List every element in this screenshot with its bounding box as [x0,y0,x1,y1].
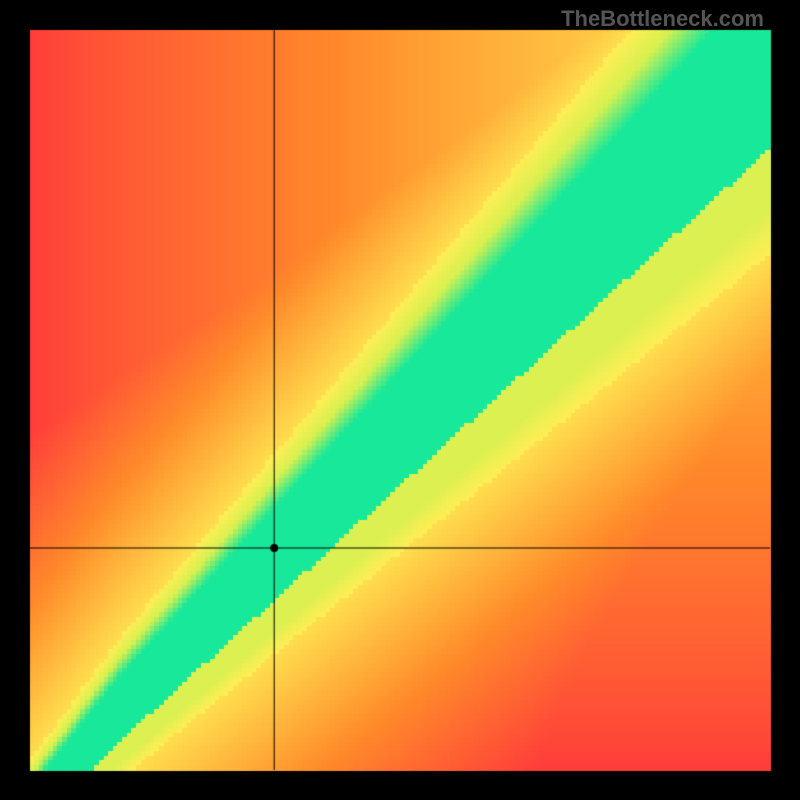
chart-container: TheBottleneck.com [0,0,800,800]
bottleneck-heatmap [0,0,800,800]
watermark-text: TheBottleneck.com [561,6,764,32]
